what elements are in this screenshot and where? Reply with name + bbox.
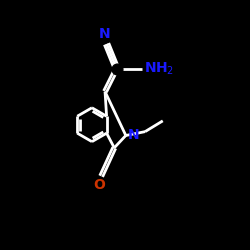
Text: N: N (127, 128, 139, 142)
Point (114, 66, 118, 70)
Text: NH$_2$: NH$_2$ (144, 60, 174, 77)
Text: O: O (94, 178, 106, 192)
Text: N: N (99, 27, 111, 41)
